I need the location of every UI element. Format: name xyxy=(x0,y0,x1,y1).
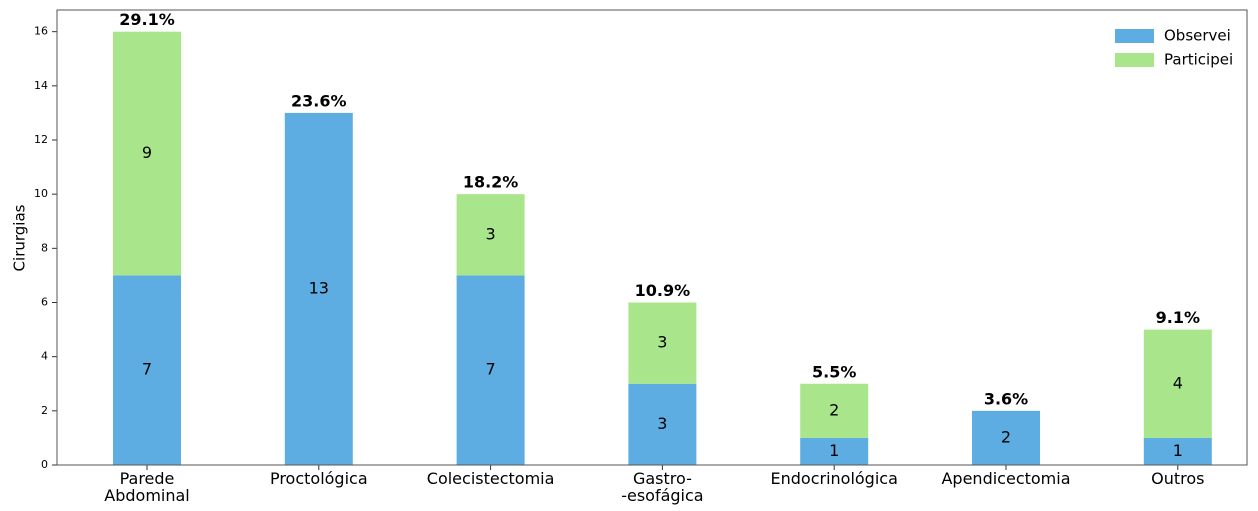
bar-segment xyxy=(628,302,697,384)
y-tick-label: 12 xyxy=(34,133,48,146)
y-tick-label: 4 xyxy=(41,350,48,363)
bar-segment xyxy=(113,31,181,276)
bar-segment xyxy=(1143,329,1212,438)
y-tick-label: 0 xyxy=(41,458,48,471)
segment-label: 9 xyxy=(142,143,152,162)
segment-label: 7 xyxy=(486,360,496,379)
segment-label: 1 xyxy=(1173,441,1183,460)
segment-label: 3 xyxy=(657,333,667,352)
y-tick-label: 16 xyxy=(34,25,48,38)
x-tick-line: Apendicectomia xyxy=(941,469,1070,488)
legend-swatch xyxy=(1115,53,1154,67)
total-label: 9.1% xyxy=(1156,308,1200,327)
bar-segment xyxy=(113,275,181,465)
y-tick-label: 14 xyxy=(34,79,48,92)
segment-label: 4 xyxy=(1173,373,1183,392)
bar-segment xyxy=(628,383,697,465)
total-label: 5.5% xyxy=(812,362,856,381)
x-tick-label: Parede Abdominal xyxy=(104,469,189,505)
segment-label: 1 xyxy=(829,441,839,460)
bar-segment xyxy=(800,437,869,465)
x-tick-label: Colecistectomia xyxy=(427,469,555,488)
segment-label: 2 xyxy=(829,400,839,419)
x-tick-line: Gastro- xyxy=(633,469,692,488)
segment-label: 3 xyxy=(486,224,496,243)
x-tick-line: Outros xyxy=(1151,469,1204,488)
x-tick-line: Endocrinológica xyxy=(771,469,898,488)
total-label: 23.6% xyxy=(291,91,347,110)
bar-segment xyxy=(456,275,525,465)
axes-frame xyxy=(56,9,1248,466)
y-tick-label: 8 xyxy=(41,241,48,254)
bar-segment xyxy=(800,383,869,438)
total-label: 10.9% xyxy=(635,281,691,300)
total-label: 18.2% xyxy=(463,173,519,192)
x-tick-line: Abdominal xyxy=(104,486,189,505)
total-label: 3.6% xyxy=(984,389,1028,408)
x-tick-line: Parede xyxy=(120,469,175,488)
y-tick-label: 10 xyxy=(34,187,48,200)
segment-label: 2 xyxy=(1001,427,1011,446)
bar-segment xyxy=(972,410,1040,465)
x-tick-label: Gastro--esofágica xyxy=(621,469,703,505)
y-tick-label: 6 xyxy=(41,296,48,309)
x-tick-line: -esofágica xyxy=(621,486,703,505)
bar-segment xyxy=(284,112,353,466)
legend-swatch xyxy=(1115,29,1154,43)
bar-segment xyxy=(456,194,525,276)
legend-label: Participei xyxy=(1164,51,1233,69)
legend-label: Observei xyxy=(1164,27,1231,45)
y-tick-label: 2 xyxy=(41,404,48,417)
x-tick-line: Colecistectomia xyxy=(427,469,555,488)
x-tick-label: Endocrinológica xyxy=(771,469,898,488)
x-tick-label: Proctológica xyxy=(270,469,368,488)
total-label: 29.1% xyxy=(119,10,175,29)
x-tick-line: Proctológica xyxy=(270,469,368,488)
segment-label: 13 xyxy=(309,278,329,297)
bar-segment xyxy=(1143,437,1212,465)
y-axis-label: Cirurgias xyxy=(11,204,29,271)
x-tick-label: Outros xyxy=(1151,469,1204,488)
segment-label: 7 xyxy=(142,360,152,379)
segment-label: 3 xyxy=(657,414,667,433)
x-tick-label: Apendicectomia xyxy=(941,469,1070,488)
